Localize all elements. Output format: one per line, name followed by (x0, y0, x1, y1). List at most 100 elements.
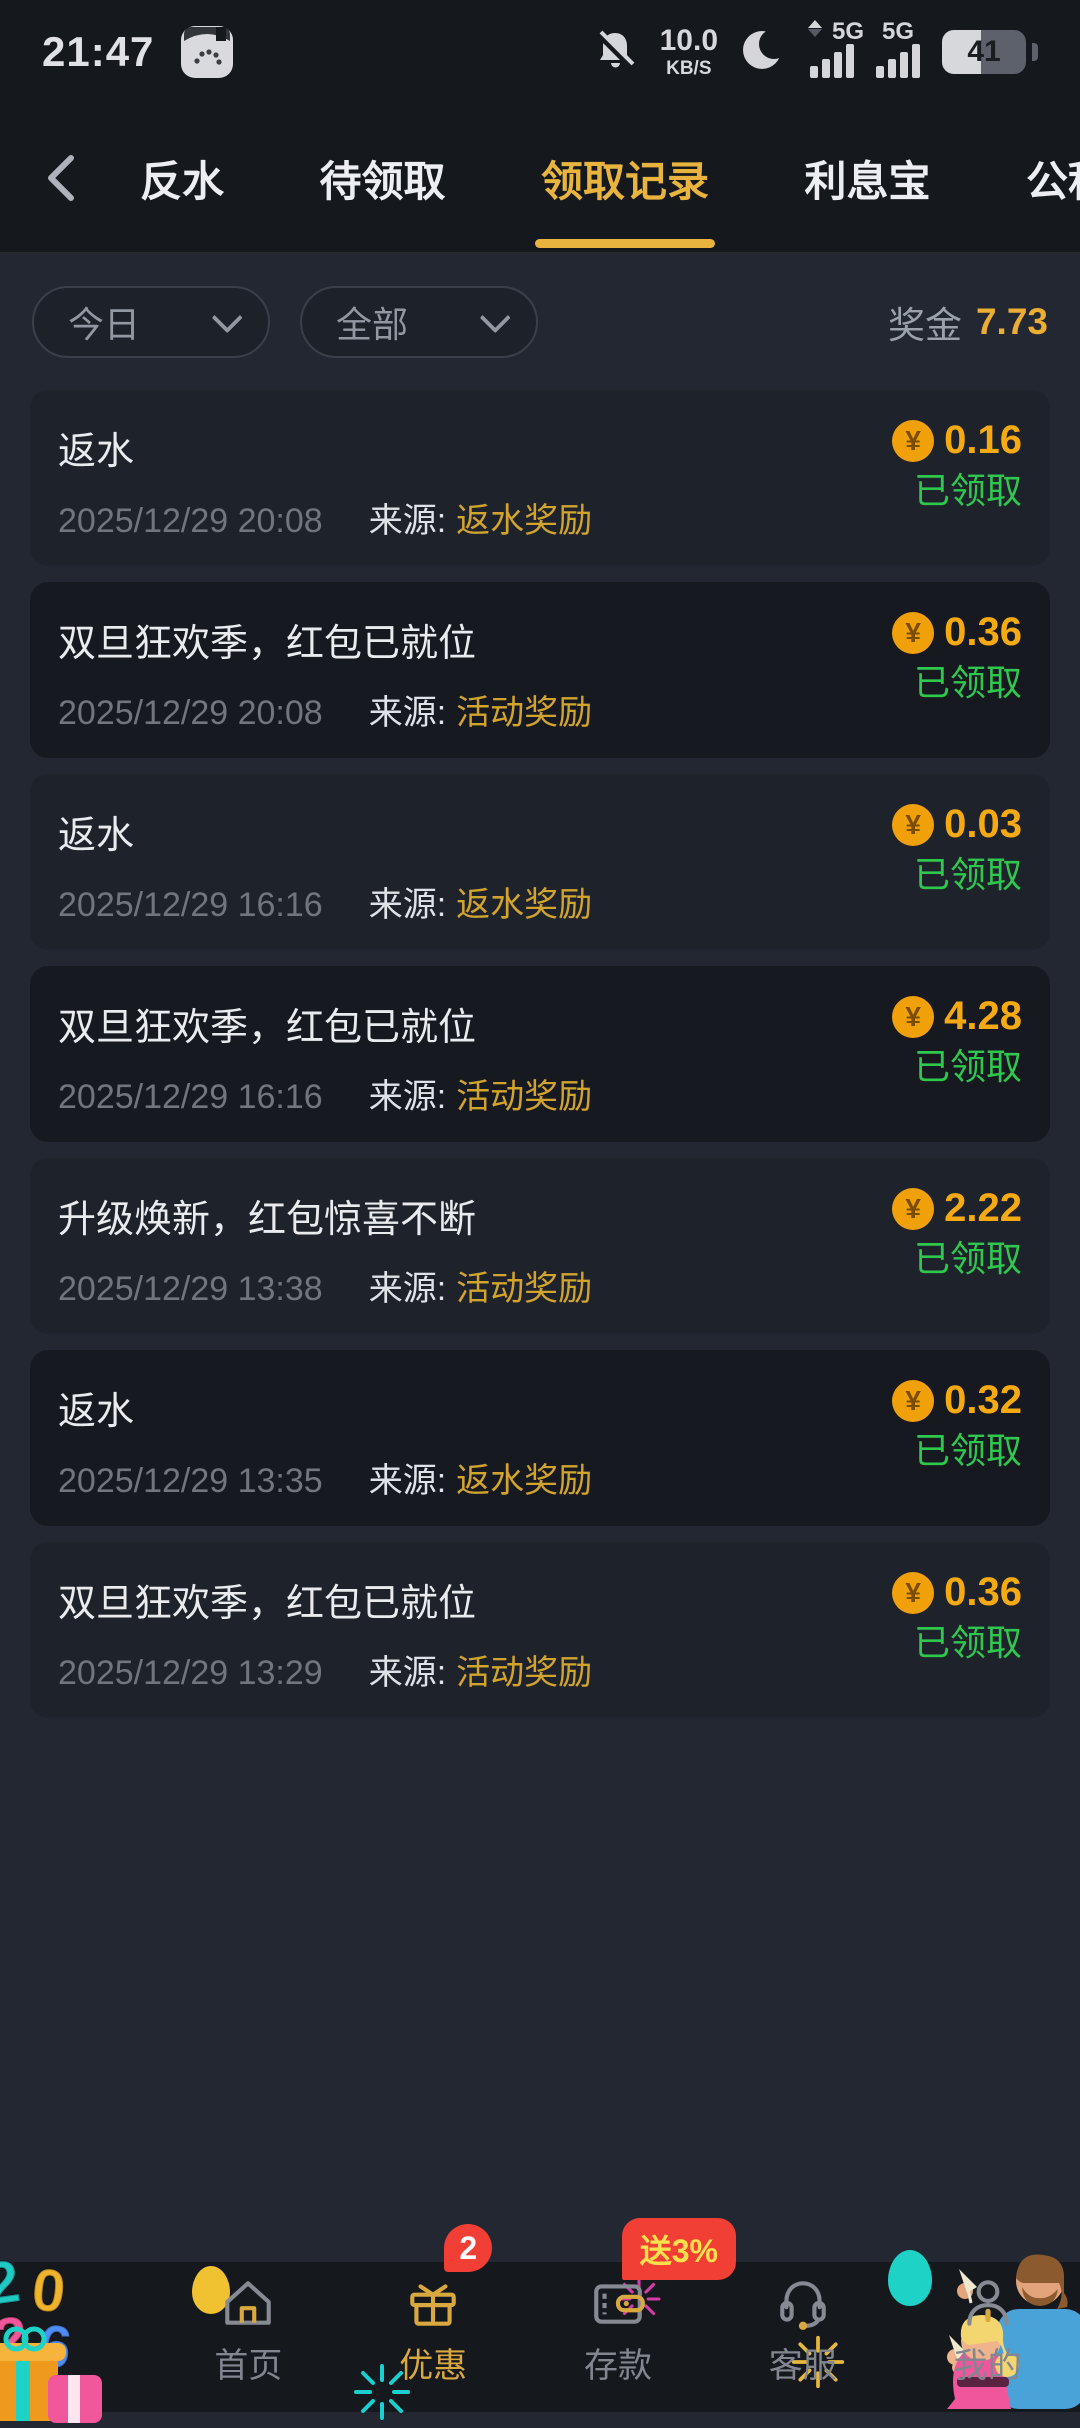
record-source-label: 来源: (368, 502, 447, 540)
tab-interest[interactable]: 利息宝 (804, 157, 931, 205)
record-item[interactable]: 升级焕新，红包惊喜不断 ¥ 2.22 已领取 2025/12/29 13:38 … (30, 1158, 1050, 1334)
record-title: 返水 (58, 1391, 135, 1433)
yuan-coin-icon: ¥ (892, 803, 935, 846)
signal-2-icon: 5G (876, 18, 920, 78)
yuan-coin-icon: ¥ (892, 611, 935, 654)
battery-icon: 41 (942, 30, 1026, 74)
record-title: 返水 (58, 815, 135, 857)
record-meta: 2025/12/29 20:08 来源: 返水奖励 (58, 493, 592, 542)
recent-app-icon (180, 25, 234, 79)
nav-item-deposit[interactable]: 送3% 存款 (526, 2218, 736, 2412)
deposit-promo-badge: 送3% (621, 2218, 736, 2280)
record-source: 返水奖励 (456, 502, 593, 540)
record-status-claimed: 已领取 (913, 1430, 1022, 1471)
notifications-muted-icon (592, 27, 638, 78)
back-button[interactable] (28, 104, 94, 252)
home-icon (225, 2281, 272, 2325)
record-status-claimed: 已领取 (913, 662, 1022, 703)
nav-item-support[interactable]: 客服 (710, 2262, 895, 2412)
promotions-count-badge: 2 (444, 2224, 493, 2272)
record-title: 双旦狂欢季，红包已就位 (58, 1007, 477, 1049)
record-amount-value: 4.28 (944, 994, 1022, 1038)
bonus-summary: 奖金 7.73 (888, 295, 1048, 349)
tab-pending[interactable]: 待领取 (319, 157, 446, 205)
do-not-disturb-moon-icon (740, 26, 789, 79)
record-amount: ¥ 0.36 (892, 610, 1022, 655)
nav-item-profile[interactable]: 我的 (895, 2262, 1080, 2412)
record-source-label: 来源: (368, 886, 447, 924)
tab-bar: 反水 待领取 领取记录 利息宝 公积 (0, 104, 1080, 254)
record-meta: 2025/12/29 13:35 来源: 返水奖励 (58, 1453, 592, 1502)
record-amount: ¥ 0.36 (892, 1570, 1022, 1615)
record-item[interactable]: 双旦狂欢季，红包已就位 ¥ 0.36 已领取 2025/12/29 13:29 … (30, 1542, 1050, 1718)
yuan-coin-icon: ¥ (892, 1187, 935, 1230)
record-datetime: 2025/12/29 20:08 (58, 502, 323, 540)
record-status-claimed: 已领取 (913, 470, 1022, 511)
record-meta: 2025/12/29 13:38 来源: 活动奖励 (58, 1261, 592, 1310)
record-amount-value: 0.03 (944, 802, 1022, 846)
record-item[interactable]: 返水 ¥ 0.32 已领取 2025/12/29 13:35 来源: 返水奖励 (30, 1350, 1050, 1526)
record-source: 活动奖励 (456, 1078, 593, 1116)
chevron-down-icon (211, 302, 243, 334)
record-datetime: 2025/12/29 13:29 (58, 1654, 323, 1692)
bottom-nav: 2 0 2 6 (0, 2218, 1080, 2423)
record-datetime: 2025/12/29 16:16 (58, 886, 323, 924)
status-bar: 21:47 10.0 KB/S (0, 0, 1080, 104)
record-item[interactable]: 双旦狂欢季，红包已就位 ¥ 0.36 已领取 2025/12/29 20:08 … (30, 582, 1050, 758)
record-meta: 2025/12/29 16:16 来源: 返水奖励 (58, 877, 592, 926)
record-source: 活动奖励 (456, 1654, 593, 1692)
record-source: 返水奖励 (456, 886, 593, 924)
record-source: 活动奖励 (456, 694, 593, 732)
record-amount: ¥ 0.16 (892, 418, 1022, 463)
record-source-label: 来源: (368, 694, 447, 732)
nav-item-home[interactable]: 首页 (156, 2262, 341, 2412)
nav-label-profile: 我的 (953, 2347, 1022, 2385)
bonus-value: 7.73 (975, 301, 1048, 342)
record-title: 升级焕新，红包惊喜不断 (58, 1199, 477, 1241)
type-filter-dropdown[interactable]: 全部 (300, 286, 538, 358)
wallet-icon (594, 2284, 645, 2324)
record-amount: ¥ 0.32 (892, 1378, 1022, 1423)
nav-label-support: 客服 (768, 2347, 837, 2385)
yuan-coin-icon: ¥ (892, 1379, 935, 1422)
record-amount: ¥ 0.03 (892, 802, 1022, 847)
yuan-coin-icon: ¥ (892, 1571, 935, 1614)
tab-list: 反水 待领取 领取记录 利息宝 公积 (94, 104, 1080, 252)
filter-bar: 今日 全部 奖金 7.73 (0, 254, 1080, 386)
gift-icon (410, 2284, 456, 2326)
record-source: 返水奖励 (456, 1462, 593, 1500)
record-source: 活动奖励 (456, 1270, 593, 1308)
type-filter-value: 全部 (336, 304, 409, 345)
date-filter-dropdown[interactable]: 今日 (32, 286, 270, 358)
record-meta: 2025/12/29 20:08 来源: 活动奖励 (58, 685, 592, 734)
status-indicators: 10.0 KB/S 5G 5G 41 (592, 18, 1038, 79)
record-item[interactable]: 双旦狂欢季，红包已就位 ¥ 4.28 已领取 2025/12/29 16:16 … (30, 966, 1050, 1142)
tab-fund[interactable]: 公积 (1025, 157, 1080, 205)
record-amount-value: 0.36 (944, 1570, 1022, 1614)
network-speed: 10.0 KB/S (659, 24, 718, 79)
clock: 21:47 (42, 28, 155, 75)
year-2026-balloons: 2 0 2 6 (0, 2246, 77, 2383)
record-status-claimed: 已领取 (913, 854, 1022, 895)
record-amount-value: 2.22 (944, 1186, 1022, 1230)
record-amount: ¥ 2.22 (892, 1186, 1022, 1231)
record-datetime: 2025/12/29 13:38 (58, 1270, 323, 1308)
signal-1-icon: 5G (808, 18, 864, 78)
record-item[interactable]: 返水 ¥ 0.03 已领取 2025/12/29 16:16 来源: 返水奖励 (30, 774, 1050, 950)
nav-item-promotions[interactable]: 2 优惠 (341, 2224, 526, 2412)
tab-claim-records[interactable]: 领取记录 (534, 104, 716, 252)
record-datetime: 2025/12/29 13:35 (58, 1462, 323, 1500)
date-filter-value: 今日 (68, 304, 141, 345)
record-status-claimed: 已领取 (913, 1238, 1022, 1279)
record-status-claimed: 已领取 (913, 1046, 1022, 1087)
yuan-coin-icon: ¥ (892, 995, 935, 1038)
record-amount-value: 0.36 (944, 610, 1022, 654)
bonus-label: 奖金 (887, 305, 962, 346)
tab-fanshui[interactable]: 反水 (140, 157, 225, 205)
record-item[interactable]: 返水 ¥ 0.16 已领取 2025/12/29 20:08 来源: 返水奖励 (30, 390, 1050, 566)
data-arrows-icon (808, 20, 822, 37)
record-title: 双旦狂欢季，红包已就位 (58, 623, 477, 665)
yuan-coin-icon: ¥ (892, 419, 935, 462)
nav-label-promotions: 优惠 (399, 2347, 468, 2385)
